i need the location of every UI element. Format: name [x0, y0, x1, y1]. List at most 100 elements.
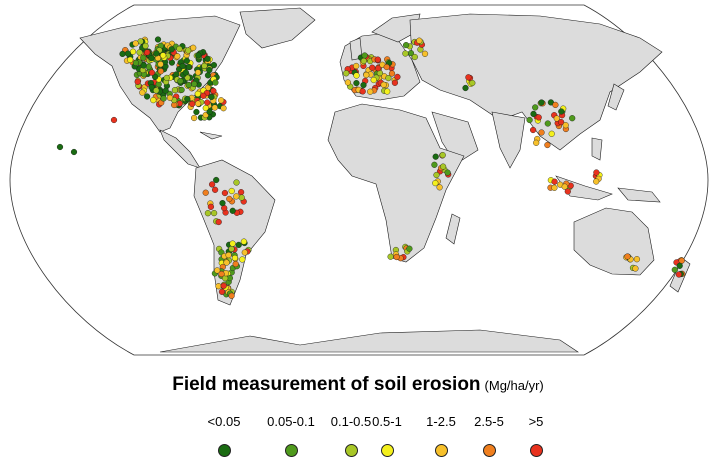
measurement-point [119, 50, 126, 58]
measurement-point [530, 110, 537, 118]
measurement-point [529, 126, 537, 134]
measurement-point [215, 283, 222, 290]
measurement-point [228, 245, 235, 253]
measurement-point [239, 256, 246, 263]
legend-label: 0.1-0.5 [330, 414, 372, 429]
measurement-point [204, 72, 212, 79]
measurement-point [228, 292, 235, 299]
measurement-point [194, 90, 201, 98]
measurement-point [218, 97, 225, 104]
measurement-point [462, 84, 469, 92]
measurement-point [557, 118, 565, 126]
measurement-point [229, 207, 236, 214]
measurement-point [375, 65, 382, 72]
measurement-point [394, 73, 401, 81]
land-antarctica [159, 329, 579, 353]
measurement-point [374, 56, 381, 63]
measurement-point [212, 79, 219, 86]
measurement-point [200, 92, 207, 99]
measurement-point [140, 54, 147, 61]
measurement-point [432, 180, 439, 187]
measurement-point [215, 218, 222, 226]
measurement-point [361, 52, 368, 59]
measurement-point [152, 73, 159, 80]
measurement-point [402, 50, 409, 57]
measurement-point [153, 50, 160, 57]
land-madagascar [445, 213, 461, 245]
measurement-point [411, 53, 418, 61]
legend-swatch [482, 444, 496, 457]
measurement-point [176, 45, 183, 53]
measurement-point [233, 193, 240, 200]
measurement-point [380, 81, 387, 88]
measurement-point [194, 69, 202, 76]
measurement-point [223, 259, 230, 266]
measurement-point [179, 62, 186, 70]
land-arabia [431, 111, 479, 165]
measurement-point [232, 260, 239, 268]
measurement-point [132, 40, 139, 47]
measurement-point [469, 79, 476, 87]
legend-swatch [344, 444, 358, 457]
legend-swatch [217, 444, 231, 457]
measurement-point [220, 282, 227, 289]
measurement-point [353, 79, 360, 87]
measurement-point [206, 66, 213, 74]
measurement-point [229, 240, 236, 247]
measurement-point [632, 265, 639, 272]
legend-label: 2.5-5 [474, 414, 504, 429]
measurement-point [533, 139, 540, 146]
measurement-point [163, 74, 170, 82]
legend-item-class-4: 0.5-1 [352, 414, 422, 462]
measurement-point [553, 115, 560, 122]
measurement-point [210, 61, 218, 69]
measurement-point [191, 114, 198, 122]
legend-item-class-5: 1-2.5 [406, 414, 476, 462]
measurement-point [173, 71, 180, 78]
measurement-point [204, 210, 212, 217]
measurement-point [444, 169, 451, 176]
measurement-point [185, 47, 192, 54]
measurement-point [344, 79, 352, 86]
measurement-point [671, 266, 678, 273]
measurement-point [209, 181, 216, 188]
measurement-point [219, 200, 226, 207]
measurement-point [157, 61, 164, 68]
measurement-point [433, 171, 440, 179]
measurement-point [393, 253, 400, 261]
measurement-point [134, 78, 141, 85]
measurement-point [387, 253, 394, 260]
measurement-point [403, 41, 410, 49]
measurement-point [56, 143, 64, 151]
measurement-point [359, 88, 366, 95]
measurement-point [233, 179, 240, 186]
measurement-point [140, 62, 147, 69]
measurement-point [225, 252, 232, 259]
measurement-point [633, 256, 641, 263]
measurement-point [384, 88, 391, 95]
measurement-point [440, 163, 447, 170]
measurement-point [367, 88, 374, 95]
measurement-point [212, 186, 219, 193]
measurement-point [178, 86, 185, 94]
measurement-point [190, 44, 197, 51]
measurement-point [432, 153, 439, 160]
legend-item-class-7: >5 [501, 414, 571, 462]
measurement-point [110, 116, 118, 124]
measurement-point [238, 194, 245, 201]
land-greenland [239, 7, 316, 49]
measurement-point [185, 81, 192, 89]
measurement-point [154, 36, 162, 43]
measurement-point [421, 50, 429, 57]
measurement-point [124, 50, 132, 57]
measurement-point [439, 152, 446, 159]
measurement-point [184, 95, 191, 103]
measurement-point [189, 100, 196, 108]
measurement-point [406, 245, 413, 252]
measurement-point [206, 108, 213, 116]
legend-item-class-2: 0.05-0.1 [256, 414, 326, 462]
measurement-point [185, 63, 193, 71]
measurement-point [142, 42, 149, 50]
measurement-point [157, 68, 164, 75]
measurement-point [204, 99, 211, 106]
